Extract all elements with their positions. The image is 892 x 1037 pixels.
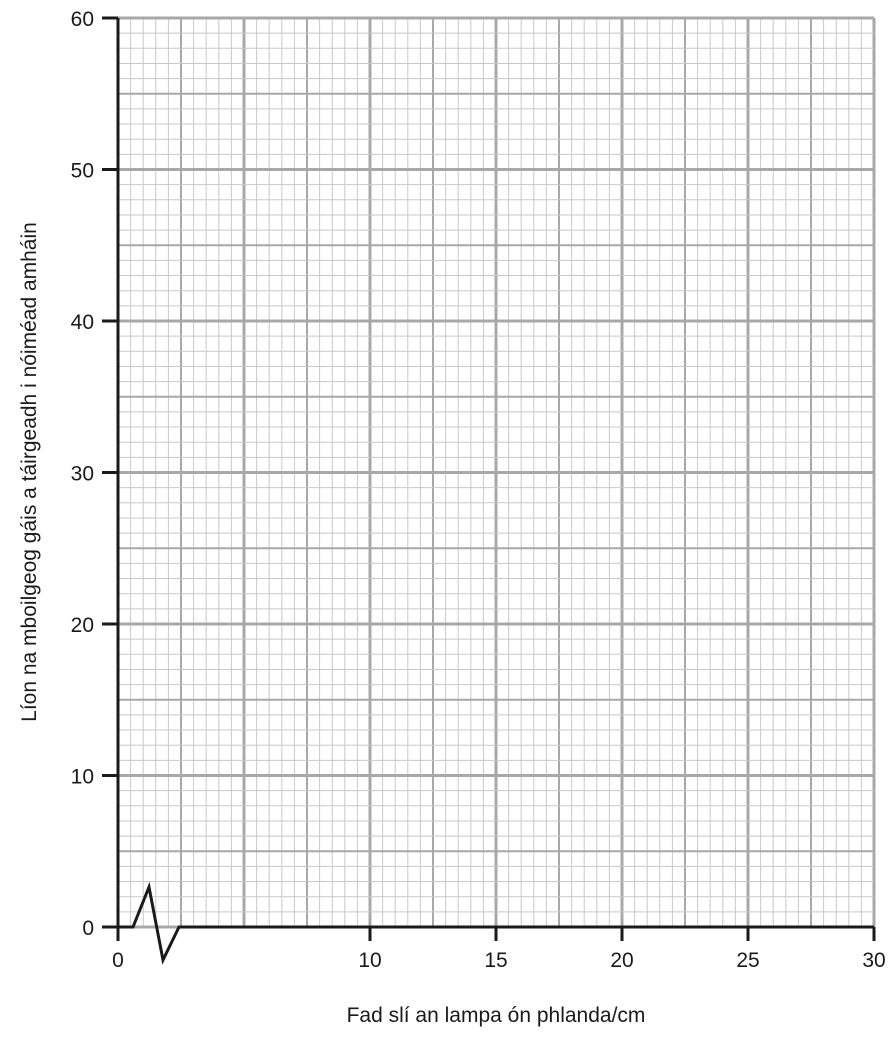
x-tick-label: 30 xyxy=(862,949,885,972)
x-axis-title: Fad slí an lampa ón phlanda/cm xyxy=(347,1004,646,1027)
y-tick-label: 60 xyxy=(71,8,94,31)
x-tick-label: 20 xyxy=(610,949,633,972)
y-tick-label: 40 xyxy=(71,311,94,334)
x-axis-line-with-break xyxy=(118,881,874,965)
x-tick-label: 15 xyxy=(484,949,507,972)
grid xyxy=(116,16,876,929)
y-tick-label: 50 xyxy=(71,160,94,183)
y-tick-label: 0 xyxy=(82,917,94,940)
y-axis-title: Líon na mboilgeog gáis a táirgeadh i nói… xyxy=(18,222,41,722)
x-tick-label: 0 xyxy=(112,949,124,972)
y-tick-label: 20 xyxy=(71,614,94,637)
y-tick-label: 10 xyxy=(71,766,94,789)
tick-labels: 0 10 20 30 40 50 60 0 10 15 20 25 30 xyxy=(71,8,886,972)
x-tick-label: 10 xyxy=(358,949,381,972)
y-tick-label: 30 xyxy=(71,463,94,486)
x-tick-label: 25 xyxy=(736,949,759,972)
